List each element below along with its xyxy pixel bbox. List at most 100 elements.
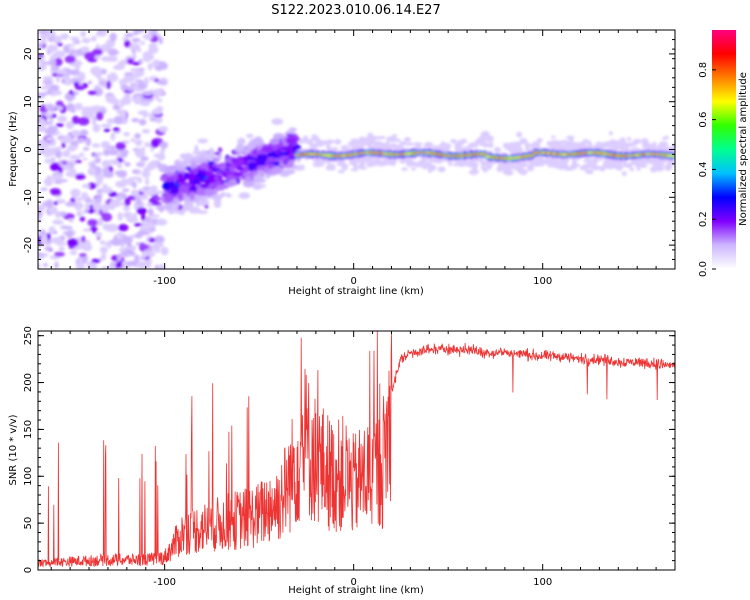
spectrogram-cell: [119, 99, 125, 108]
spectrogram-cell: [53, 35, 62, 45]
spectrogram-cell: [450, 139, 457, 144]
spectrogram-cell: [621, 144, 630, 150]
spectrogram-cell: [124, 92, 131, 100]
snr-x-tick-label: 0: [350, 577, 356, 588]
spectrogram-cell: [70, 36, 80, 42]
spectrogram-cell: [96, 70, 102, 80]
spectrogram-cell: [151, 108, 163, 115]
spectrogram-cell: [51, 236, 63, 244]
spectrogram-cell: [142, 110, 149, 118]
spectrogram-cell: [63, 44, 71, 54]
spectrogram-cell: [350, 138, 360, 145]
spectrogram-cell: [386, 136, 397, 143]
spectrogram-cell: [154, 264, 160, 269]
spectrogram-cell: [141, 90, 154, 96]
spectrogram-cell: [545, 161, 555, 167]
spectrogram-cell: [524, 142, 530, 148]
spectrogram-cell: [44, 128, 56, 136]
spectrogram-cell: [326, 139, 335, 144]
spectrogram-cell: [46, 147, 56, 157]
spectrogram-cell: [73, 81, 80, 87]
spectrogram-cell: [251, 170, 258, 176]
spectrogram-cell: [81, 184, 91, 189]
spectrogram-cell: [85, 137, 92, 147]
spectrogram-cell: [133, 204, 139, 210]
spectrogram-cell: [664, 164, 673, 171]
spectrogram-cell: [539, 157, 545, 164]
spectrogram-cell: [253, 173, 262, 182]
spectrogram-cell: [340, 145, 349, 151]
spectrogram-cell: [42, 263, 49, 267]
spectrogram-cell: [398, 141, 408, 146]
spectrogram-cell: [334, 139, 342, 145]
spectrogram-cell: [49, 45, 54, 53]
spectrogram-cell: [65, 133, 72, 141]
spectrogram-cell: [649, 166, 658, 173]
spectrogram-cell: [108, 148, 118, 156]
spectrogram-cell: [59, 211, 67, 217]
figure-title: S122.2023.010.06.14.E27: [271, 3, 440, 18]
spectrogram-cell: [38, 63, 47, 71]
spectrogram-cell: [367, 162, 376, 166]
spectrogram-cell: [99, 246, 108, 254]
spectrogram-cell: [69, 250, 78, 256]
spectrogram-cell: [220, 192, 226, 197]
spectrogram-cell: [87, 58, 98, 63]
spectrogram-cell: [55, 100, 64, 108]
colorbar-label: Normalized spectral amplitude: [738, 72, 749, 226]
snr-y-tick-label: 200: [23, 373, 34, 392]
spectrogram-cell: [117, 212, 123, 221]
spectrogram-cell: [38, 30, 49, 35]
spectrogram-cell: [130, 138, 135, 142]
spectrogram-cell: [148, 43, 158, 49]
spectrogram-cell: [54, 146, 63, 151]
spectrogram-cell: [135, 142, 142, 147]
spectrogram-cell: [87, 167, 97, 176]
spectrogram-cell: [117, 223, 129, 232]
spectrogram-cell: [559, 160, 569, 165]
spectrogram-cell: [252, 147, 258, 156]
spectrogram-cell: [100, 253, 107, 261]
spectrogram-cell: [192, 167, 198, 175]
spectrogram-y-tick-label: -20: [23, 237, 34, 253]
spectrogram-cell: [160, 246, 169, 256]
spectrogram-cell: [188, 206, 201, 214]
spectrogram-cell: [174, 203, 180, 209]
spectrogram-cell: [192, 178, 200, 184]
spectrogram-cell: [65, 43, 76, 47]
spectrogram-cell: [60, 33, 70, 40]
spectrogram-cell: [530, 154, 536, 157]
spectrogram-cell: [122, 188, 130, 193]
spectrogram-cell: [116, 149, 121, 159]
spectrogram-cell: [359, 143, 364, 150]
spectrogram-cell: [163, 194, 174, 203]
spectrogram-cell: [401, 167, 408, 171]
spectrogram-cell: [66, 147, 77, 152]
spectrogram-cell: [485, 162, 493, 170]
spectrogram-cell: [107, 48, 118, 57]
spectrogram-cell: [133, 96, 142, 105]
spectrogram-cell: [108, 265, 117, 269]
spectrogram-cell: [94, 157, 101, 164]
spectrogram-cell: [67, 93, 73, 102]
spectrogram-cell: [45, 136, 54, 142]
spectrogram-cell: [100, 56, 112, 62]
spectrogram-cell: [622, 162, 631, 168]
snr-ticks: -100 0 100 0 50 100 150 200 250: [23, 326, 676, 588]
spectrogram-cell: [50, 190, 62, 196]
spectrogram-cell: [377, 136, 386, 140]
spectrogram-cell: [73, 201, 84, 211]
spectrogram-cell: [572, 146, 577, 152]
colorbar-tick-label: 0.2: [698, 211, 709, 227]
spectrogram-cell: [115, 261, 123, 269]
spectrogram-blobs: [38, 30, 675, 269]
spectrogram-cell: [38, 215, 42, 222]
spectrogram-cell: [479, 157, 484, 164]
spectrogram-cell: [78, 257, 83, 266]
spectrogram-cell: [119, 151, 128, 159]
spectrogram-cell: [56, 58, 62, 67]
spectrogram-cell: [81, 192, 89, 201]
spectrogram-cell: [483, 153, 488, 155]
spectrogram-cell: [200, 153, 206, 159]
spectrogram-cell: [67, 238, 79, 248]
